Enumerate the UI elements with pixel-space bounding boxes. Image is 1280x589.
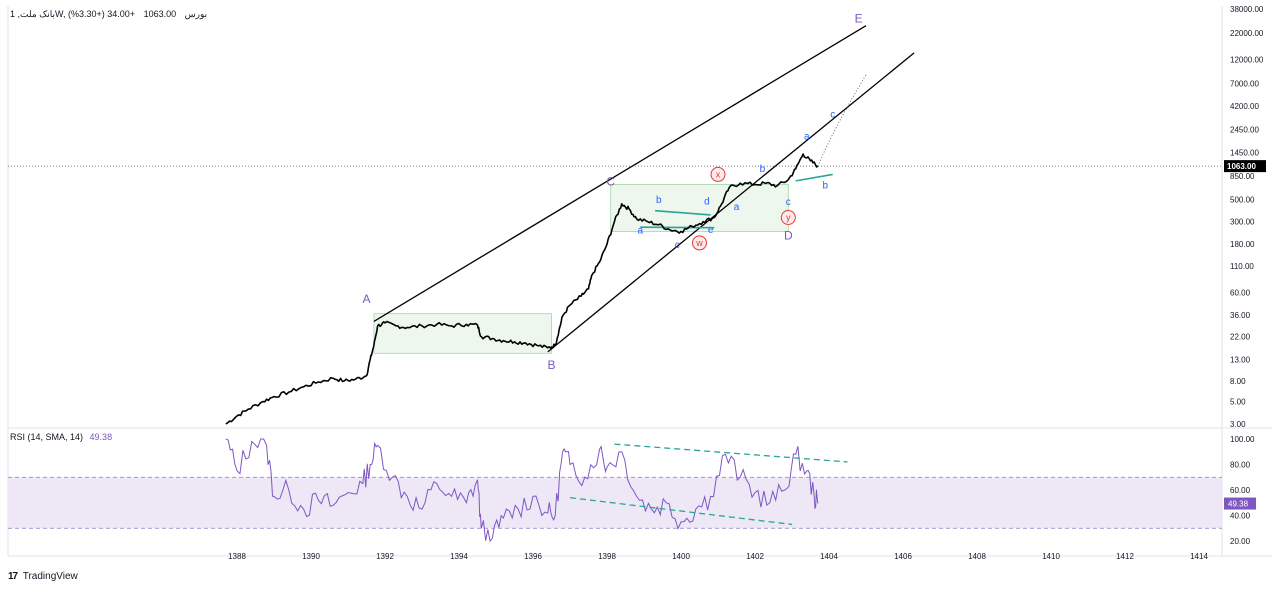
price-y-tick: 36.00 <box>1230 311 1251 320</box>
wave-label-b: B <box>547 358 555 372</box>
price-y-tick: 1450.00 <box>1230 148 1259 157</box>
channel-upper-line <box>373 25 867 322</box>
tradingview-logo-icon: 17 <box>8 571 18 582</box>
last-price-badge <box>1224 160 1266 173</box>
x-axis-tick: 1412 <box>1116 552 1134 561</box>
price-y-tick: 110.00 <box>1230 262 1254 271</box>
rsi-series-line <box>225 438 819 543</box>
price-y-tick: 8.00 <box>1230 377 1246 386</box>
wave-label-c: C <box>606 175 615 189</box>
rsi-last-label: 49.38 <box>1228 500 1249 509</box>
x-axis-tick: 1414 <box>1190 552 1208 561</box>
subwave-label-a: a <box>638 225 644 236</box>
subwave-label-c: c <box>675 240 680 251</box>
price-y-tick: 12000.00 <box>1230 56 1264 65</box>
rsi-y-tick: 100.00 <box>1230 435 1255 444</box>
rsi-upper-trendline <box>614 443 848 463</box>
rsi-lower-trendline <box>569 497 793 526</box>
circle-label-x: x <box>716 169 721 179</box>
subwave-label-a: a <box>734 202 740 213</box>
price-y-tick: 500.00 <box>1230 195 1255 204</box>
circle-label-w: w <box>695 238 703 248</box>
projection-path <box>817 74 867 167</box>
subwave-label-e: e <box>708 225 714 236</box>
price-y-tick: 22000.00 <box>1230 29 1264 38</box>
rsi-title: RSI (14, SMA, 14) <box>10 432 84 442</box>
x-axis-tick: 1392 <box>376 552 394 561</box>
subwave-label-a: a <box>804 131 810 142</box>
last-price-label: 1063.00 <box>1227 162 1256 171</box>
x-axis-tick: 1400 <box>672 552 690 561</box>
price-y-tick: 5.00 <box>1230 398 1246 407</box>
circle-marker-w <box>692 235 707 251</box>
symbol-label: بانک ملت, 1W, بورس <box>10 9 208 19</box>
subwave-label-b: b <box>760 164 766 175</box>
circle-marker-x <box>710 166 726 182</box>
price-y-tick: 4200.00 <box>1230 102 1259 111</box>
x-axis-tick: 1390 <box>302 552 320 561</box>
tradingview-text: TradingView <box>22 571 78 582</box>
rsi-y-tick: 40.00 <box>1230 512 1251 521</box>
rsi-y-tick: 20.00 <box>1230 537 1251 546</box>
x-axis-tick: 1402 <box>746 552 764 561</box>
rsi-y-tick: 80.00 <box>1230 461 1251 470</box>
rsi-last-badge <box>1224 497 1256 510</box>
wave-label-e: E <box>855 11 863 25</box>
price-y-tick: 60.00 <box>1230 288 1251 297</box>
x-axis-tick: 1404 <box>820 552 838 561</box>
subwave-label-b: b <box>823 180 829 191</box>
price-legend: بانک ملت, 1W, بورس 1063.00 +34.00 (+3.30… <box>10 9 213 20</box>
subwave-label-c: c <box>786 197 791 208</box>
x-axis-tick: 1396 <box>524 552 542 561</box>
price-y-tick: 180.00 <box>1230 240 1255 249</box>
x-axis-tick: 1410 <box>1042 552 1060 561</box>
circle-label-y: y <box>786 213 791 223</box>
price-y-tick: 38000.00 <box>1230 5 1264 14</box>
channel-lower-line <box>547 52 915 353</box>
subwave-label-d: d <box>704 196 710 207</box>
rsi-legend: RSI (14, SMA, 14) 49.38 <box>10 432 112 442</box>
rsi-y-tick: 60.00 <box>1230 486 1251 495</box>
subwave-label-c: c <box>830 110 835 121</box>
flag-lower-line <box>640 226 715 229</box>
subwave-label-b: b <box>656 195 662 206</box>
price-series-line <box>225 153 819 425</box>
price-y-tick: 13.00 <box>1230 356 1251 365</box>
wave-label-d: D <box>784 229 793 243</box>
price-y-tick: 300.00 <box>1230 218 1255 227</box>
rsi-legend-value: 49.38 <box>89 432 113 442</box>
x-axis-tick: 1388 <box>228 552 246 561</box>
x-axis-tick: 1406 <box>894 552 912 561</box>
tradingview-brand[interactable]: 17 TradingView <box>8 571 78 582</box>
x-axis-tick: 1398 <box>598 552 616 561</box>
x-axis-tick: 1394 <box>450 552 468 561</box>
circle-marker-y <box>780 210 796 226</box>
price-y-tick: 2450.00 <box>1230 125 1259 134</box>
change-value: +34.00 (+3.30%) <box>67 9 136 19</box>
breakout-line <box>795 173 833 182</box>
close-value: 1063.00 <box>143 9 177 19</box>
consolidation-box-ab <box>373 313 552 354</box>
x-axis-tick: 1408 <box>968 552 986 561</box>
wave-label-a: A <box>362 292 370 306</box>
price-y-tick: 22.00 <box>1230 332 1251 341</box>
price-y-tick: 3.00 <box>1230 420 1246 429</box>
flag-upper-line <box>655 209 711 216</box>
price-y-tick: 7000.00 <box>1230 79 1259 88</box>
price-y-tick: 850.00 <box>1230 172 1255 181</box>
